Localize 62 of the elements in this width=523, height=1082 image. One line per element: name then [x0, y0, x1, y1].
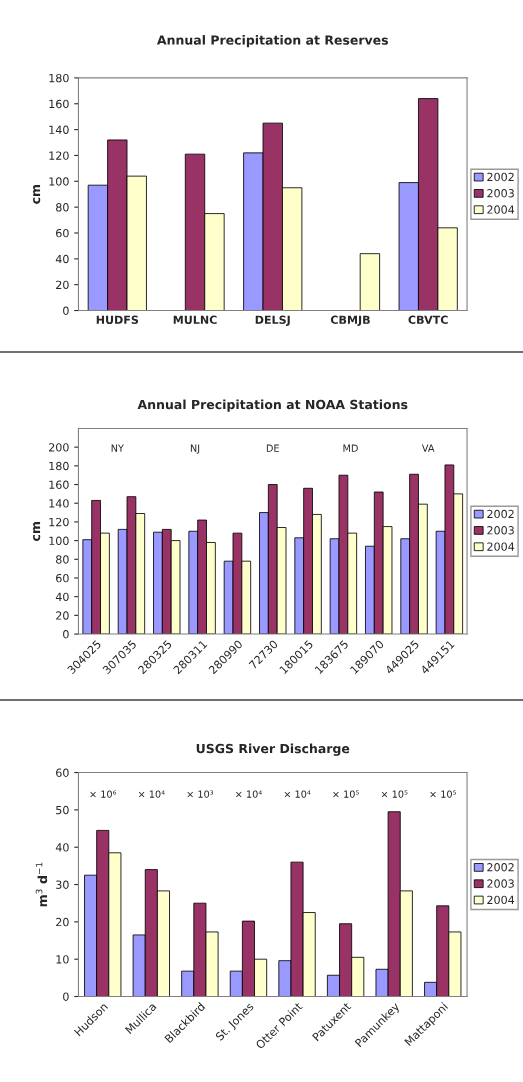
y-tick-label: 20	[56, 280, 69, 290]
y-tick-label: 20	[56, 611, 69, 620]
annotation: NJ	[190, 444, 200, 454]
x-tick-label: MULNC	[173, 315, 217, 324]
y-tick-label: 60	[56, 228, 69, 238]
legend-label: 2003	[487, 526, 514, 535]
y-tick-label: 180	[49, 73, 69, 83]
legend-label: 2003	[487, 189, 514, 198]
x-tick-label: HUDFS	[96, 315, 139, 324]
y-tick-label: 120	[49, 151, 69, 160]
annotation: VA	[421, 444, 435, 452]
y-tick-label: 40	[55, 592, 69, 602]
x-tick-label: DELSJ	[255, 315, 290, 327]
legend-label: 2004	[487, 542, 515, 551]
y-tick-label: 160	[49, 480, 69, 489]
y-tick-label: 120	[49, 517, 69, 527]
legend-label: 2002	[487, 509, 514, 519]
chart-title: Annual Precipitation at NOAA Stations	[137, 399, 408, 412]
y-tick-label: 80	[56, 555, 69, 564]
x-tick-label: CBVTC	[408, 315, 448, 324]
y-axis-title: cm	[33, 184, 41, 204]
y-tick-label: 20	[56, 917, 69, 927]
y-tick-label: 180	[49, 461, 69, 471]
legend-label: 2003	[487, 879, 514, 888]
y-tick-label: 140	[49, 499, 69, 508]
bar	[359, 253, 381, 311]
y-tick-label: 140	[49, 125, 69, 134]
y-tick-label: 60	[56, 768, 69, 777]
y-tick-label: 0	[63, 630, 69, 639]
annotation: × 10⁵	[333, 790, 359, 798]
annotation: × 10⁵	[430, 790, 457, 798]
legend-label: 2002	[487, 863, 514, 872]
legend-label: 2002	[487, 172, 514, 182]
y-tick-label: 0	[63, 306, 69, 315]
chart-title: USGS River Discharge	[196, 743, 350, 756]
legend-label: 2004	[487, 895, 515, 905]
y-tick-label: 40	[55, 254, 69, 264]
annotation: × 10⁶	[90, 790, 117, 798]
annotation: × 10⁵	[381, 790, 408, 798]
y-tick-label: 80	[56, 203, 69, 212]
y-tick-label: 30	[56, 880, 69, 889]
y-tick-label: 160	[49, 99, 69, 109]
y-tick-label: 0	[63, 992, 69, 1001]
annotation: DE	[266, 444, 279, 452]
y-tick-label: 60	[56, 573, 69, 583]
y-tick-label: 40	[55, 843, 69, 852]
chart-title: Annual Precipitation at Reserves	[156, 35, 388, 48]
y-tick-label: 50	[56, 805, 69, 815]
y-axis-title: m$^{3}$ d$^{−1}$	[35, 862, 48, 907]
x-tick-label: CBMJB	[330, 315, 370, 327]
annotation: × 10⁴	[138, 790, 165, 798]
legend-label: 2004	[487, 205, 515, 214]
annotation: × 10⁴	[284, 790, 311, 798]
annotation: × 10⁴	[236, 790, 262, 798]
annotation: × 10³	[187, 790, 214, 798]
annotation: MD	[343, 444, 358, 452]
y-tick-label: 100	[49, 536, 69, 545]
y-tick-label: 10	[56, 955, 69, 964]
y-axis-title: cm	[33, 522, 41, 541]
y-tick-label: 200	[49, 443, 69, 452]
y-tick-label: 100	[49, 177, 69, 186]
annotation: NY	[111, 444, 124, 452]
